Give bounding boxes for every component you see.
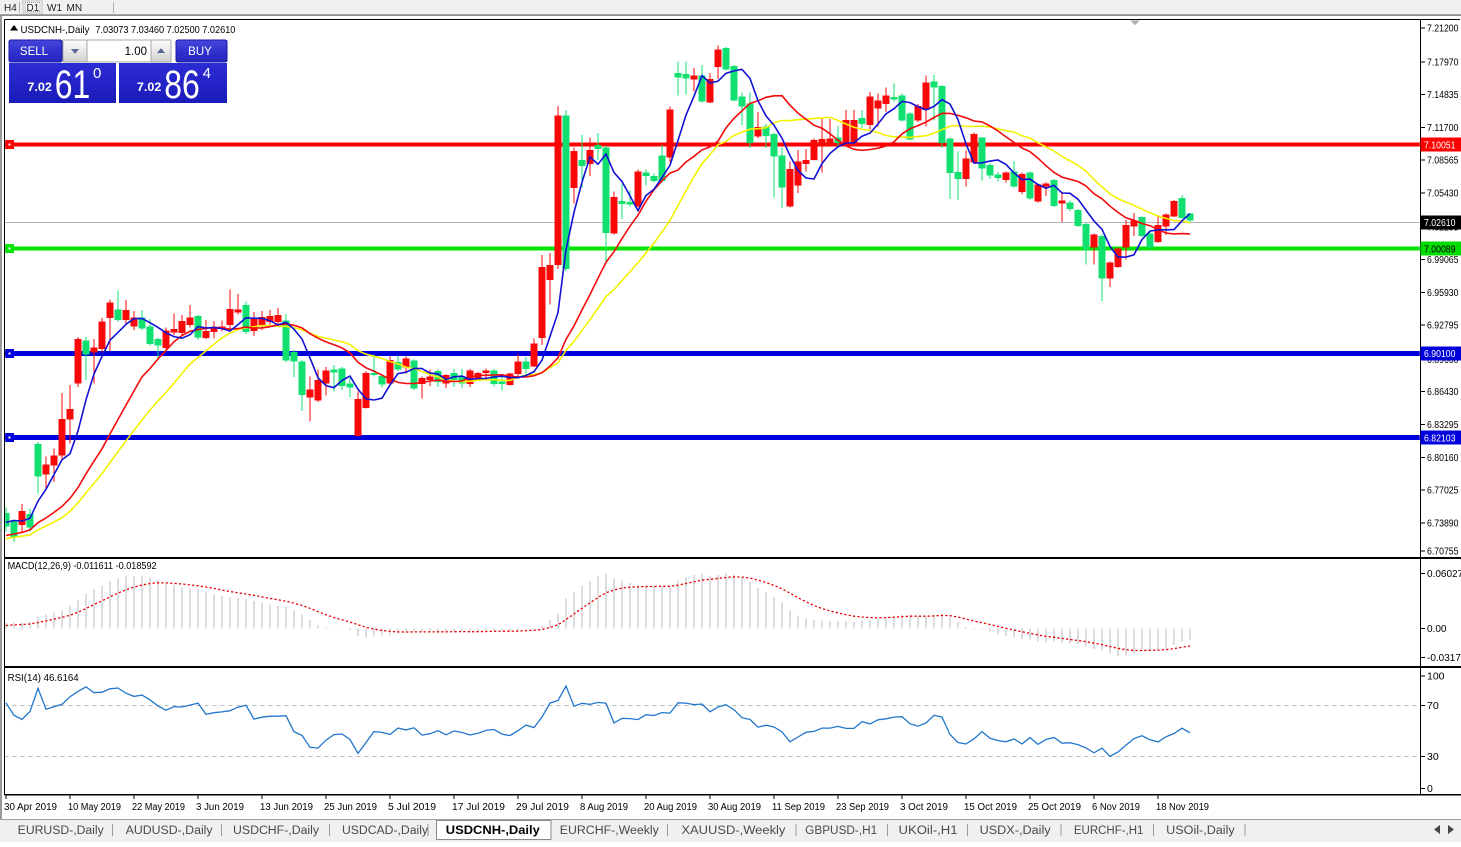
- svg-text:7.17970: 7.17970: [1427, 57, 1459, 68]
- svg-text:8 Aug 2019: 8 Aug 2019: [580, 802, 628, 813]
- svg-text:6.80160: 6.80160: [1427, 453, 1459, 464]
- svg-text:EURUSD-,Daily: EURUSD-,Daily: [18, 825, 104, 837]
- svg-text:SELL: SELL: [20, 46, 49, 58]
- svg-text:13 Jun 2019: 13 Jun 2019: [260, 802, 313, 813]
- svg-text:6.77025: 6.77025: [1427, 486, 1459, 497]
- svg-text:17 Jul 2019: 17 Jul 2019: [452, 802, 505, 813]
- svg-text:30 Aug 2019: 30 Aug 2019: [708, 802, 761, 813]
- svg-text:86: 86: [164, 63, 200, 107]
- svg-text:11 Sep 2019: 11 Sep 2019: [772, 802, 825, 813]
- svg-text:6.82103: 6.82103: [1424, 433, 1456, 444]
- svg-text:0.00: 0.00: [1427, 624, 1447, 635]
- svg-text:7.02: 7.02: [27, 82, 52, 94]
- svg-text:7.21200: 7.21200: [1427, 24, 1459, 35]
- svg-text:3 Oct 2019: 3 Oct 2019: [900, 802, 948, 813]
- svg-text:18 Nov 2019: 18 Nov 2019: [1156, 802, 1209, 813]
- svg-text:W1: W1: [47, 3, 62, 14]
- svg-text:EURCHF-,H1: EURCHF-,H1: [1074, 825, 1144, 837]
- svg-text:25 Jun 2019: 25 Jun 2019: [324, 802, 377, 813]
- svg-text:29 Jul 2019: 29 Jul 2019: [516, 802, 569, 813]
- svg-text:USOil-,Daily: USOil-,Daily: [1166, 825, 1235, 837]
- svg-text:7.10051: 7.10051: [1424, 140, 1456, 151]
- svg-text:6.95930: 6.95930: [1427, 288, 1459, 299]
- svg-text:GBPUSD-,H1: GBPUSD-,H1: [805, 825, 877, 837]
- svg-text:MACD(12,26,9) -0.011611 -0.018: MACD(12,26,9) -0.011611 -0.018592: [8, 561, 157, 572]
- svg-text:USDCAD-,Daily: USDCAD-,Daily: [342, 825, 428, 837]
- svg-text:USDCHF-,Daily: USDCHF-,Daily: [233, 825, 319, 837]
- svg-text:MN: MN: [67, 3, 83, 14]
- svg-text:0: 0: [1427, 783, 1433, 795]
- svg-text:6.86430: 6.86430: [1427, 387, 1459, 398]
- svg-text:USDCNH-,Daily: USDCNH-,Daily: [446, 825, 541, 837]
- svg-text:6.90100: 6.90100: [1424, 349, 1456, 360]
- svg-text:EURCHF-,Weekly: EURCHF-,Weekly: [560, 825, 659, 837]
- svg-text:7.02: 7.02: [137, 82, 162, 94]
- svg-text:-0.03172: -0.03172: [1427, 653, 1461, 664]
- svg-text:6.83295: 6.83295: [1427, 420, 1459, 431]
- svg-text:7.11700: 7.11700: [1427, 123, 1459, 134]
- svg-text:30: 30: [1427, 751, 1439, 763]
- svg-text:6.92795: 6.92795: [1427, 321, 1459, 332]
- svg-text:AUDUSD-,Daily: AUDUSD-,Daily: [126, 825, 213, 837]
- svg-text:10 May 2019: 10 May 2019: [68, 802, 121, 813]
- svg-text:0: 0: [93, 65, 101, 82]
- svg-text:30 Apr 2019: 30 Apr 2019: [4, 802, 57, 813]
- svg-text:4: 4: [203, 65, 211, 82]
- svg-text:100: 100: [1427, 671, 1445, 683]
- svg-text:USDX-,Daily: USDX-,Daily: [980, 825, 1051, 837]
- svg-text:25 Oct 2019: 25 Oct 2019: [1028, 802, 1081, 813]
- svg-text:5 Jul 2019: 5 Jul 2019: [388, 802, 436, 813]
- svg-text:22 May 2019: 22 May 2019: [132, 802, 185, 813]
- svg-text:3 Jun 2019: 3 Jun 2019: [196, 802, 244, 813]
- svg-text:6 Nov 2019: 6 Nov 2019: [1092, 802, 1140, 813]
- svg-text:7.03073 7.03460 7.02500 7.0261: 7.03073 7.03460 7.02500 7.02610: [95, 24, 235, 36]
- svg-text:USDCNH-,Daily: USDCNH-,Daily: [21, 24, 91, 36]
- svg-text:23 Sep 2019: 23 Sep 2019: [836, 802, 889, 813]
- svg-text:6.99065: 6.99065: [1427, 255, 1459, 266]
- svg-text:7.05430: 7.05430: [1427, 188, 1459, 199]
- svg-text:15 Oct 2019: 15 Oct 2019: [964, 802, 1017, 813]
- svg-text:20 Aug 2019: 20 Aug 2019: [644, 802, 697, 813]
- svg-text:6.70755: 6.70755: [1427, 547, 1459, 558]
- svg-text:7.08565: 7.08565: [1427, 156, 1459, 167]
- svg-text:RSI(14) 46.6164: RSI(14) 46.6164: [8, 673, 79, 684]
- svg-text:7.14835: 7.14835: [1427, 90, 1459, 101]
- svg-text:H4: H4: [4, 3, 17, 14]
- svg-text:XAUUSD-,Weekly: XAUUSD-,Weekly: [681, 825, 785, 837]
- svg-text:1.00: 1.00: [125, 46, 147, 58]
- svg-text:BUY: BUY: [188, 46, 212, 58]
- svg-text:0.060273: 0.060273: [1427, 569, 1461, 580]
- svg-text:7.02610: 7.02610: [1424, 218, 1456, 229]
- svg-text:6.73890: 6.73890: [1427, 518, 1459, 529]
- svg-text:61: 61: [55, 63, 91, 107]
- svg-text:7.00089: 7.00089: [1424, 244, 1456, 255]
- svg-text:70: 70: [1427, 700, 1439, 712]
- svg-text:UKOil-,H1: UKOil-,H1: [899, 825, 958, 837]
- svg-text:D1: D1: [27, 3, 40, 14]
